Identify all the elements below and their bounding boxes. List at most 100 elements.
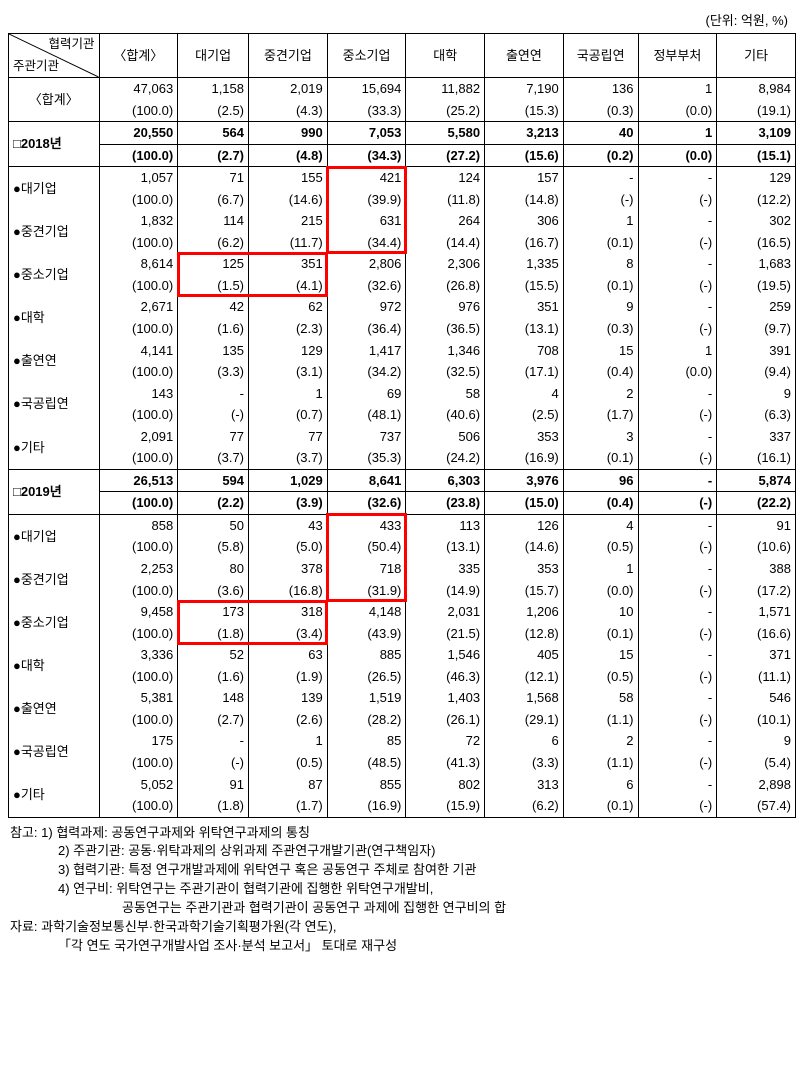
footnote-line: 참고: 1) 협력과제: 공동연구과제와 위탁연구과제의 통칭 [10,824,794,843]
cell-pct: (100.0) [99,232,178,254]
cell-value: 85 [327,730,406,752]
cell-pct: (15.0) [485,492,564,515]
cell-pct: (-) [638,447,717,469]
cell-value: 71 [178,167,249,189]
cell-value: 506 [406,426,485,448]
cell-pct: (13.1) [406,536,485,558]
table-row-pct: (100.0)(1.5)(4.1)(32.6)(26.8)(15.5)(0.1)… [9,275,796,297]
cell-pct: (32.6) [327,492,406,515]
cell-pct: (-) [638,189,717,211]
table-row: ●중견기업1,8321142156312643061-302 [9,210,796,232]
row-label: ●기타 [9,426,100,470]
cell-value: 351 [249,253,328,275]
cell-pct: (100.0) [99,447,178,469]
cell-value: 26,513 [99,469,178,492]
cell-value: - [638,469,717,492]
cell-value: 4 [563,514,638,536]
table-row: ●출연연4,1411351291,4171,346708151391 [9,340,796,362]
cell-pct: (0.3) [563,100,638,122]
cell-value: 42 [178,296,249,318]
row-label: □2019년 [9,469,100,514]
cell-value: 1 [638,78,717,100]
cell-pct: (100.0) [99,795,178,817]
cell-value: - [638,253,717,275]
cell-pct: (48.1) [327,404,406,426]
cell-pct: (-) [178,752,249,774]
cell-value: - [638,644,717,666]
cell-value: 371 [717,644,796,666]
cell-value: 91 [178,774,249,796]
cell-pct: (15.1) [717,144,796,167]
cell-pct: (0.1) [563,795,638,817]
cell-value: 421 [327,167,406,189]
cell-value: - [638,558,717,580]
cell-value: - [638,687,717,709]
cell-value: 3,109 [717,122,796,145]
col-header: 대학 [406,34,485,78]
table-row-pct: (100.0)(3.7)(3.7)(35.3)(24.2)(16.9)(0.1)… [9,447,796,469]
cell-value: 113 [406,514,485,536]
cell-pct: (34.2) [327,361,406,383]
cell-value: 2 [563,730,638,752]
cell-value: 2,806 [327,253,406,275]
cell-pct: (6.2) [485,795,564,817]
cell-pct: (100.0) [99,318,178,340]
cell-pct: (0.4) [563,492,638,515]
cell-value: 58 [563,687,638,709]
cell-pct: (100.0) [99,492,178,515]
cell-pct: (16.6) [717,623,796,645]
cell-value: 337 [717,426,796,448]
cell-pct: (-) [638,492,717,515]
cell-pct: (-) [178,404,249,426]
cell-value: 4 [485,383,564,405]
table-row-pct: (100.0)(2.7)(4.8)(34.3)(27.2)(15.6)(0.2)… [9,144,796,167]
cell-pct: (28.2) [327,709,406,731]
col-header: 중소기업 [327,34,406,78]
cell-value: 77 [249,426,328,448]
cell-value: 72 [406,730,485,752]
cell-value: 1,158 [178,78,249,100]
cell-value: 15,694 [327,78,406,100]
cell-pct: (3.6) [178,580,249,602]
cell-value: - [638,296,717,318]
table-row-pct: (100.0)(2.5)(4.3)(33.3)(25.2)(15.3)(0.3)… [9,100,796,122]
cell-pct: (100.0) [99,580,178,602]
cell-pct: (17.2) [717,580,796,602]
cell-value: 155 [249,167,328,189]
cell-value: 91 [717,514,796,536]
cell-pct: (33.3) [327,100,406,122]
cell-pct: (0.2) [563,144,638,167]
cell-value: 7,190 [485,78,564,100]
cell-value: 2,019 [249,78,328,100]
cell-value: 6 [563,774,638,796]
cell-pct: (4.3) [249,100,328,122]
cell-pct: (-) [638,709,717,731]
cell-pct: (14.9) [406,580,485,602]
table-row: 〈합계〉47,0631,1582,01915,69411,8827,190136… [9,78,796,100]
cell-pct: (-) [638,275,717,297]
cell-pct: (14.4) [406,232,485,254]
cell-pct: (24.2) [406,447,485,469]
cell-value: 259 [717,296,796,318]
diag-top: 협력기관 [48,36,94,53]
row-label: ●출연연 [9,687,100,730]
cell-value: 1 [249,730,328,752]
cell-pct: (100.0) [99,709,178,731]
cell-pct: (35.3) [327,447,406,469]
cell-pct: (-) [638,232,717,254]
row-label: ●국공립연 [9,383,100,426]
cell-value: 8 [563,253,638,275]
cell-value: - [563,167,638,189]
cell-value: 2,306 [406,253,485,275]
cell-value: 3,213 [485,122,564,145]
cell-value: 5,052 [99,774,178,796]
table-row: ●기타5,05291878558023136-2,898 [9,774,796,796]
cell-value: 143 [99,383,178,405]
source-line: 「각 연도 국가연구개발사업 조사·분석 보고서」 토대로 재구성 [10,937,794,956]
cell-value: 5,580 [406,122,485,145]
cell-value: 157 [485,167,564,189]
cell-value: 351 [485,296,564,318]
cell-pct: (5.0) [249,536,328,558]
cell-value: 1,335 [485,253,564,275]
cell-pct: (32.6) [327,275,406,297]
